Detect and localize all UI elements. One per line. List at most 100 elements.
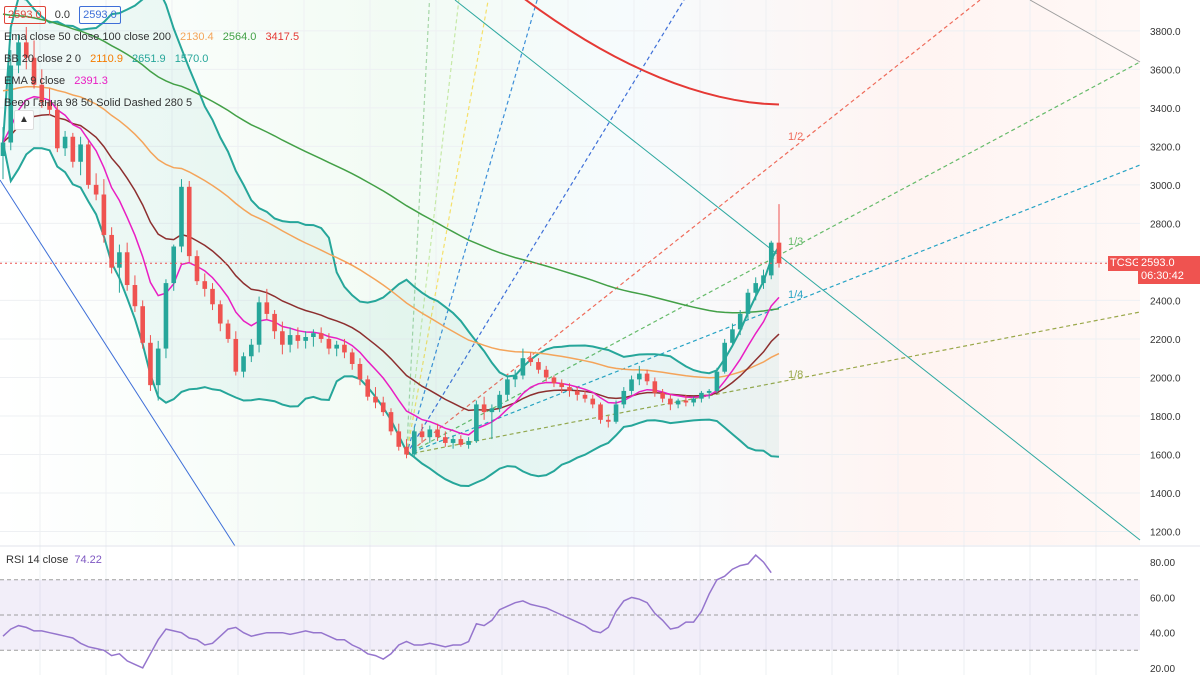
candle-body <box>605 419 611 422</box>
candle-body <box>78 144 83 162</box>
candle-body <box>388 412 394 432</box>
gann-fan-line <box>405 0 538 455</box>
candle-body <box>233 338 239 372</box>
candle-body <box>396 431 402 447</box>
candle-body <box>272 313 277 332</box>
candle-body <box>675 400 681 405</box>
gann-fan-label: 1/8 <box>788 369 803 381</box>
ema-row[interactable]: Ema close 50 close 100 close 200 2130.4 … <box>4 26 305 48</box>
gann-label: Веер Ганна 98 50 Solid Dashed 280 5 <box>4 97 193 109</box>
trend-line-blue <box>0 179 236 547</box>
candle-body <box>505 379 510 395</box>
candle-body <box>590 398 596 405</box>
ema100-line <box>2 13 780 314</box>
candle-body <box>574 390 580 395</box>
candle-body <box>163 283 169 349</box>
candle-body <box>326 338 332 349</box>
candle-body <box>528 358 533 363</box>
candle-body <box>31 57 37 85</box>
candle-body <box>16 42 21 66</box>
bb-label: BB 20 close 2 0 <box>4 53 82 65</box>
candle-body <box>419 431 425 438</box>
candle-body <box>644 373 650 382</box>
candle-body <box>318 333 324 339</box>
price-left-box[interactable]: 2593.0 <box>4 6 46 24</box>
candle-body <box>349 352 355 364</box>
ema50-line <box>2 85 780 379</box>
candle-body <box>768 242 774 276</box>
price-row: 2593.0 0.0 2593.0 <box>4 4 305 26</box>
candle-body <box>474 404 479 442</box>
price-right-box[interactable]: 2593.0 <box>79 6 121 24</box>
candle-body <box>683 400 689 403</box>
candle-body <box>311 333 316 338</box>
trend-line <box>454 0 1141 541</box>
candle-body <box>761 275 766 284</box>
candle-body <box>543 369 549 378</box>
symbol-tag: TCSG <box>1108 256 1141 271</box>
gann-fan-line <box>405 0 431 455</box>
candle-body <box>93 184 99 195</box>
bb-basis-value: 2110.9 <box>90 53 123 65</box>
candle-body <box>210 288 215 305</box>
rsi-tick-label: 80.00 <box>1150 558 1175 569</box>
candle-body <box>512 375 518 380</box>
ema9-row[interactable]: EMA 9 close 2391.3 <box>4 70 305 92</box>
candle-body <box>629 379 634 391</box>
price-tick-label: 1600.0 <box>1150 450 1181 461</box>
candle-body <box>776 242 782 264</box>
ema200-value: 3417.5 <box>265 31 300 43</box>
candle-body <box>745 292 751 314</box>
gann-fan-label: 1/3 <box>788 236 803 248</box>
bb-lower-value: 1570.0 <box>174 53 209 65</box>
bb-row[interactable]: BB 20 close 2 0 2110.9 2651.9 1570.0 <box>4 48 305 70</box>
gann-row[interactable]: Веер Ганна 98 50 Solid Dashed 280 5 <box>4 92 305 114</box>
candle-body <box>660 392 665 399</box>
candle-body <box>124 252 130 286</box>
indicator-legend: 2593.0 0.0 2593.0 Ema close 50 close 100… <box>4 4 305 114</box>
price-tick-label: 3600.0 <box>1150 65 1181 76</box>
grid <box>0 0 1140 675</box>
gann-fan-label: 1/2 <box>788 131 803 143</box>
candle-body <box>443 437 448 443</box>
price-tick-label: 2000.0 <box>1150 373 1181 384</box>
price-tag-time: 06:30:42 <box>1141 270 1184 282</box>
rsi-legend[interactable]: RSI 14 close 74.22 <box>6 554 102 566</box>
candle-body <box>86 144 91 185</box>
price-tick-label: 3200.0 <box>1150 142 1181 153</box>
candle-body <box>342 344 347 353</box>
price-tick-label: 2800.0 <box>1150 219 1181 230</box>
gann-fan-line <box>406 0 981 455</box>
candle-body <box>427 429 433 438</box>
price-tick-label: 3400.0 <box>1150 104 1181 115</box>
candle-body <box>39 84 45 103</box>
candle-body <box>217 304 223 324</box>
price-tag-price: 2593.0 <box>1141 257 1175 269</box>
collapse-legend-button[interactable]: ▲ <box>14 110 34 130</box>
candle-body <box>497 394 502 409</box>
candle-body <box>70 136 76 162</box>
candle-body <box>404 446 409 455</box>
symbol-tag-text: TCSG <box>1110 257 1141 269</box>
candle-body <box>466 441 471 445</box>
rsi-line <box>2 554 772 669</box>
rsi-pane[interactable]: 80.00 60.00 40.00 20.00 <box>0 554 1175 675</box>
candle-body <box>334 344 339 349</box>
candle-body <box>551 377 557 384</box>
candle-body <box>303 337 308 341</box>
candle-body <box>520 358 526 376</box>
candle-body <box>481 404 487 413</box>
candle-body <box>411 431 417 455</box>
candle-body <box>179 186 184 247</box>
rsi-tick-label: 60.00 <box>1150 593 1175 604</box>
gann-fan-line <box>405 0 460 455</box>
candles <box>0 26 782 459</box>
candle-body <box>621 390 627 405</box>
candle-body <box>132 285 138 307</box>
candle-body <box>171 246 177 284</box>
candle-body <box>280 331 285 345</box>
price-tick-label: 3000.0 <box>1150 181 1181 192</box>
candle-body <box>582 394 588 399</box>
candle-body <box>202 281 208 289</box>
